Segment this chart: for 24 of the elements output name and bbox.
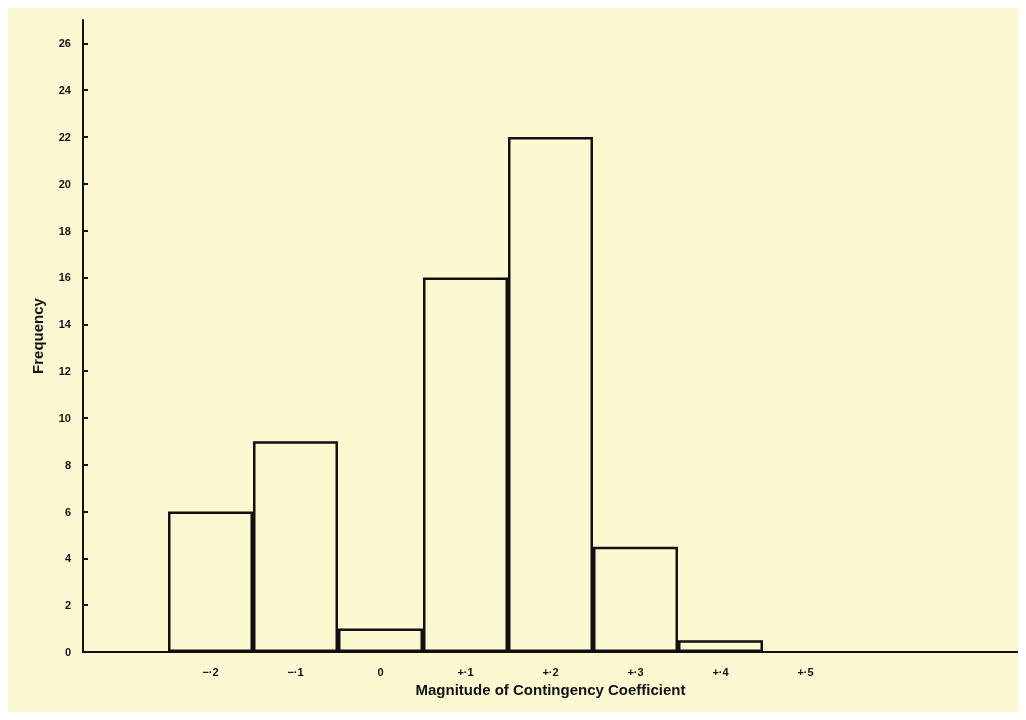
y-tick-label: 16 [58,271,71,284]
y-axis-title: Frequency [29,297,46,374]
y-tick-label: 14 [58,318,72,331]
x-tick-label: 0 [377,665,384,678]
y-tick-label: 4 [64,552,72,565]
x-tick-label: +·3 [627,665,644,678]
y-tick-label: 0 [64,646,71,658]
x-tick-label: +·2 [542,665,559,678]
y-tick-label: 18 [58,224,71,237]
y-tick-label: 12 [58,365,71,378]
y-tick-label: 20 [58,177,71,190]
x-tick-label: −·2 [202,665,219,678]
x-tick-label: +·1 [457,665,474,678]
y-tick-label: 22 [58,131,71,144]
x-tick-label: −·1 [287,665,304,678]
x-axis-title: Magnitude of Contingency Coefficient [415,681,686,698]
y-tick-label: 2 [64,599,71,612]
x-tick-label: +·5 [797,665,814,678]
y-tick-label: 26 [58,37,71,50]
x-tick-label: +·4 [712,665,730,678]
y-tick-label: 6 [64,505,71,518]
y-tick-label: 8 [64,458,71,471]
y-tick-label: 24 [58,84,72,97]
y-tick-label: 10 [58,411,71,424]
